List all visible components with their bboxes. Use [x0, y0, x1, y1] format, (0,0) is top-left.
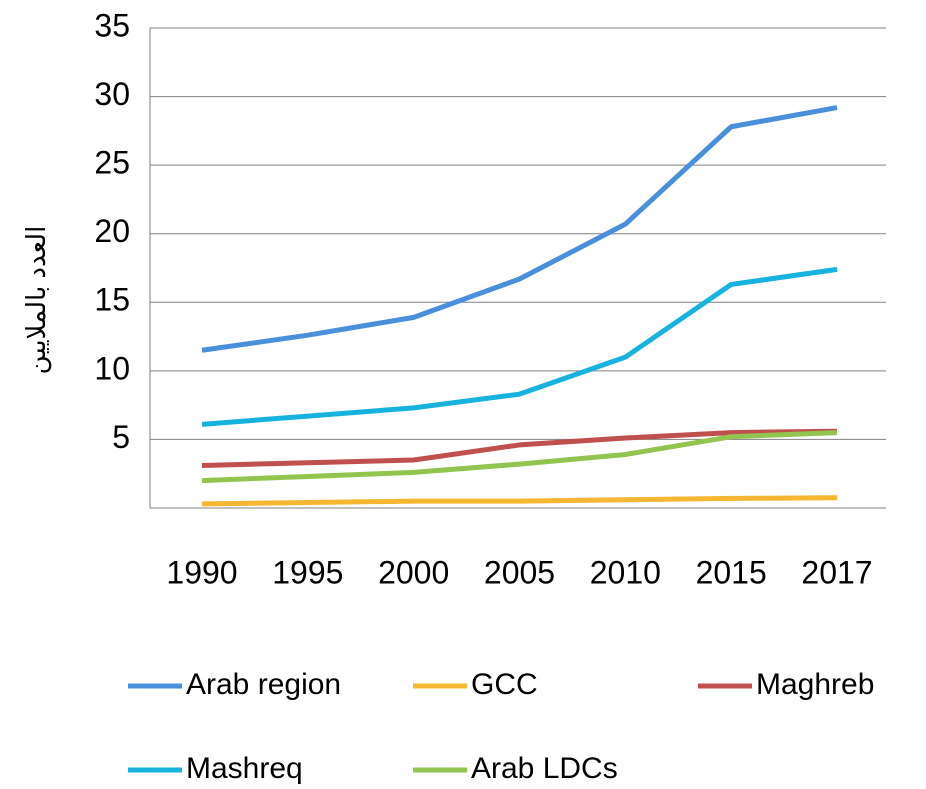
- x-tick-label: 2010: [590, 554, 661, 590]
- series-line: [201, 428, 838, 468]
- x-tick-label: 2017: [801, 554, 872, 590]
- x-tick-label: 2000: [378, 554, 449, 590]
- x-tick-label: 2015: [696, 554, 767, 590]
- series-line: [201, 266, 838, 427]
- series-line: [201, 430, 838, 484]
- x-tick-label: 1995: [272, 554, 343, 590]
- series-line: [201, 495, 838, 507]
- legend-label: Mashreq: [186, 752, 303, 785]
- legend-label: Arab LDCs: [471, 752, 618, 785]
- y-tick-label: 30: [94, 76, 130, 112]
- legend-label: GCC: [471, 668, 538, 701]
- y-tick-label: 35: [94, 7, 130, 43]
- y-tick-label: 15: [94, 282, 130, 318]
- legend: Arab region GCC Maghreb Mashreq Arab LDCs: [128, 668, 874, 785]
- legend-label: Maghreb: [756, 668, 874, 701]
- y-axis-label: العدد بالملايين: [21, 226, 52, 375]
- x-tick-label: 2005: [484, 554, 555, 590]
- x-tick-label: 1990: [166, 554, 237, 590]
- legend-label: Arab region: [186, 668, 341, 701]
- series-line: [201, 105, 838, 353]
- y-tick-label: 10: [94, 350, 130, 386]
- y-tick-label: 25: [94, 145, 130, 181]
- y-tick-label: 5: [112, 419, 130, 455]
- y-tick-label: 20: [94, 213, 130, 249]
